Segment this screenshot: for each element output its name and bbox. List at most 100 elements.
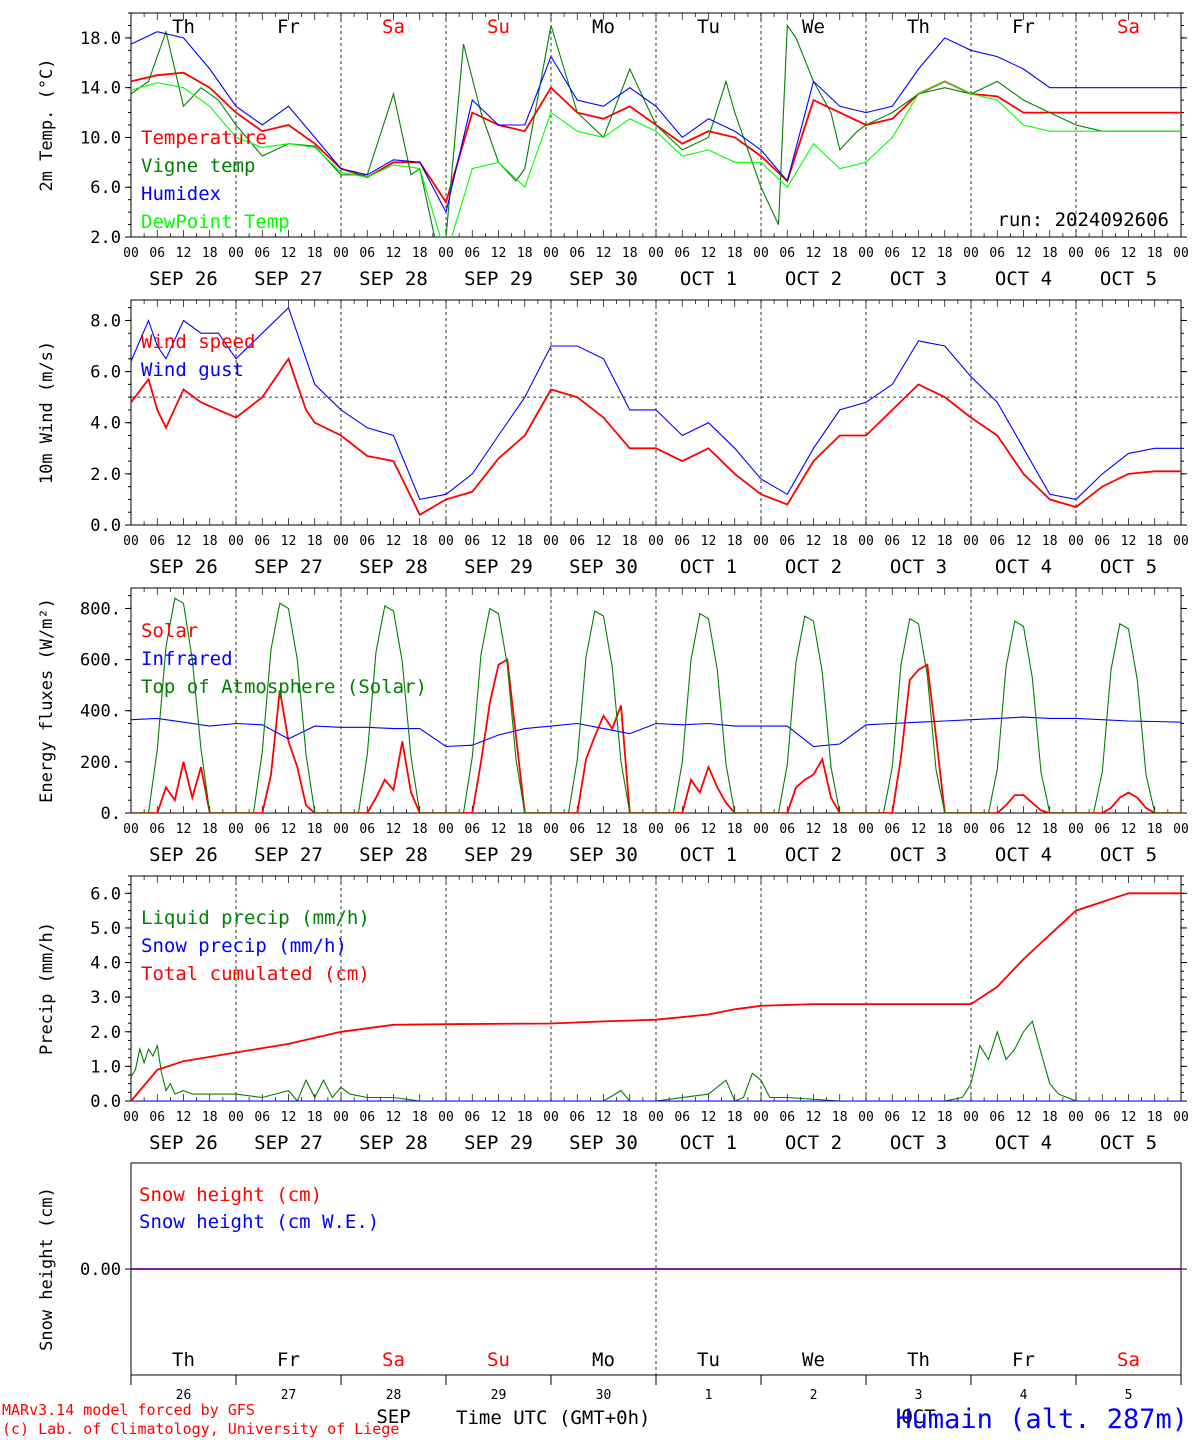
hour-tick-label: 00 [438, 534, 454, 549]
hour-tick-label: 18 [1147, 822, 1163, 837]
hour-tick-label: 06 [674, 1110, 690, 1125]
date-label: SEP 30 [569, 844, 638, 866]
day-number-label: 28 [386, 1388, 402, 1403]
hour-tick-label: 00 [438, 246, 454, 261]
hour-tick-label: 00 [963, 1110, 979, 1125]
hour-tick-label: 00 [123, 246, 139, 261]
weekday-label: Fr [1012, 1349, 1035, 1371]
legend-entry: Solar [141, 620, 198, 642]
date-label: SEP 27 [254, 1132, 323, 1154]
hour-tick-label: 06 [674, 534, 690, 549]
y-tick-label: 0.0 [90, 516, 121, 536]
weekday-label: Su [487, 16, 510, 38]
hour-tick-label: 06 [779, 822, 795, 837]
run-annotation: run: 2024092606 [997, 209, 1169, 231]
hour-tick-label: 12 [806, 1110, 822, 1125]
y-tick-label: 6.0 [90, 363, 121, 383]
date-label: OCT 2 [785, 268, 842, 290]
hour-tick-label: 06 [779, 246, 795, 261]
weekday-label: Sa [382, 16, 405, 38]
date-label: OCT 4 [995, 844, 1052, 866]
legend-entry: Vigne temp [141, 155, 255, 177]
y-tick-label: 8.0 [90, 311, 121, 331]
hour-tick-label: 00 [543, 246, 559, 261]
hour-tick-label: 18 [307, 822, 323, 837]
hour-tick-label: 18 [622, 534, 638, 549]
hour-tick-label: 12 [701, 246, 717, 261]
hour-tick-label: 00 [858, 1110, 874, 1125]
hour-tick-label: 00 [753, 822, 769, 837]
hour-tick-label: 00 [333, 534, 349, 549]
date-label: OCT 1 [680, 268, 737, 290]
hour-tick-label: 00 [333, 246, 349, 261]
hour-tick-label: 00 [123, 1110, 139, 1125]
y-tick-label: 1.0 [90, 1057, 121, 1077]
y-axis-label: Snow height (cm) [37, 1187, 57, 1351]
hour-tick-label: 12 [176, 822, 192, 837]
hour-tick-label: 18 [202, 822, 218, 837]
hour-tick-label: 12 [701, 534, 717, 549]
y-tick-label: 10.0 [80, 128, 121, 148]
hour-tick-label: 18 [412, 822, 428, 837]
weekday-label: Fr [277, 1349, 300, 1371]
hour-tick-label: 06 [884, 534, 900, 549]
legend-entry: Temperature [141, 127, 267, 149]
hour-tick-label: 00 [963, 822, 979, 837]
hour-tick-label: 06 [1094, 534, 1110, 549]
hour-tick-label: 18 [832, 246, 848, 261]
hour-tick-label: 18 [622, 246, 638, 261]
hour-tick-label: 06 [569, 246, 585, 261]
hour-tick-label: 06 [359, 1110, 375, 1125]
hour-tick-label: 18 [1147, 534, 1163, 549]
y-tick-label: 6.0 [90, 178, 121, 198]
day-number-label: 30 [596, 1388, 612, 1403]
hour-tick-label: 12 [176, 534, 192, 549]
hour-tick-label: 18 [727, 822, 743, 837]
hour-tick-label: 06 [359, 534, 375, 549]
hour-tick-label: 00 [753, 1110, 769, 1125]
hour-tick-label: 12 [596, 246, 612, 261]
hour-tick-label: 06 [254, 1110, 270, 1125]
date-label: OCT 2 [785, 844, 842, 866]
hour-tick-label: 06 [674, 246, 690, 261]
hour-tick-label: 12 [491, 534, 507, 549]
hour-tick-label: 00 [1068, 246, 1084, 261]
date-label: SEP 29 [464, 844, 533, 866]
hour-tick-label: 12 [1121, 534, 1137, 549]
hour-tick-label: 06 [569, 534, 585, 549]
date-label: OCT 5 [1100, 268, 1157, 290]
hour-tick-label: 00 [858, 246, 874, 261]
weekday-label: We [802, 16, 825, 38]
hour-tick-label: 00 [1173, 534, 1189, 549]
hour-tick-label: 06 [1094, 822, 1110, 837]
y-axis-label: 2m Temp. (°C) [37, 58, 57, 191]
hour-tick-label: 00 [963, 534, 979, 549]
hour-tick-label: 18 [832, 534, 848, 549]
hour-tick-label: 18 [307, 246, 323, 261]
hour-tick-label: 18 [202, 1110, 218, 1125]
footer-credit-line2: (c) Lab. of Climatology, University of L… [2, 1420, 399, 1438]
y-tick-label: 6.0 [90, 884, 121, 904]
y-tick-label: 14.0 [80, 79, 121, 99]
hour-tick-label: 06 [989, 1110, 1005, 1125]
series-line-3 [131, 597, 1181, 813]
hour-tick-label: 12 [806, 246, 822, 261]
hour-tick-label: 18 [1042, 1110, 1058, 1125]
y-tick-label: 400. [80, 702, 121, 722]
hour-tick-label: 18 [202, 534, 218, 549]
hour-tick-label: 06 [989, 246, 1005, 261]
date-label: SEP 29 [464, 1132, 533, 1154]
hour-tick-label: 00 [1068, 534, 1084, 549]
hour-tick-label: 18 [412, 246, 428, 261]
date-label: SEP 26 [149, 268, 218, 290]
hour-tick-label: 18 [937, 822, 953, 837]
hour-tick-label: 18 [937, 534, 953, 549]
plot-frame [130, 299, 1182, 526]
y-tick-label: 0.00 [80, 1260, 121, 1280]
hour-tick-label: 12 [596, 1110, 612, 1125]
hour-tick-label: 00 [1173, 822, 1189, 837]
hour-tick-label: 18 [307, 534, 323, 549]
date-label: SEP 28 [359, 556, 428, 578]
hour-tick-label: 06 [464, 822, 480, 837]
hour-tick-label: 00 [648, 1110, 664, 1125]
